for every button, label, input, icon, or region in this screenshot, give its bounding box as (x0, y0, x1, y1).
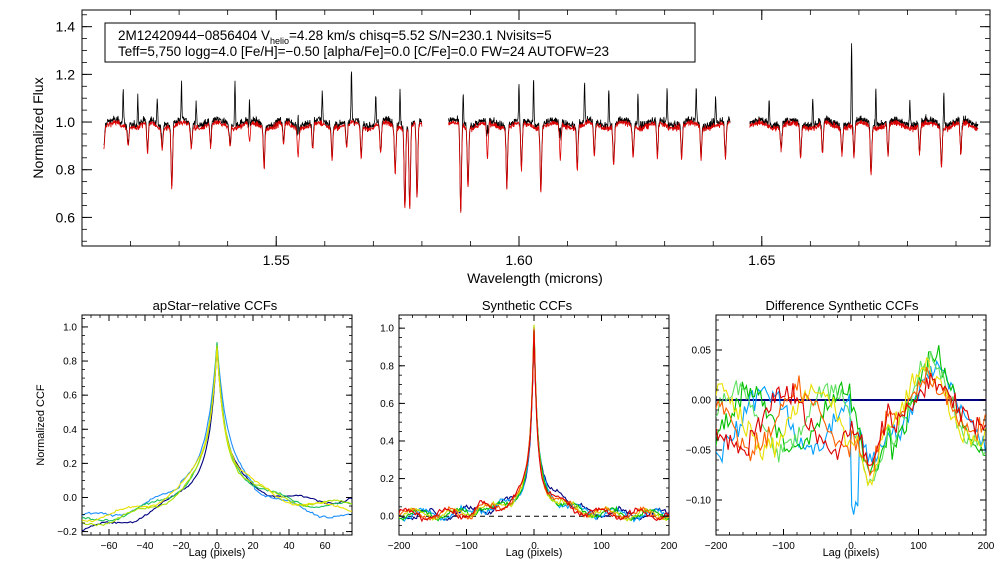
y-tick-label: 0.2 (380, 474, 394, 485)
x-tick-label: 100 (910, 541, 927, 552)
ccf-synthetic-xlabel: Lag (pixels) (506, 547, 563, 559)
ccf-synthetic-panel: Synthetic CCFs −200 −100 0 100 200 0.0 0.2 0.4 0… (380, 298, 678, 559)
x-tick-label: 0 (214, 541, 220, 552)
ccf-synthetic-line-3 (399, 325, 669, 522)
x-tick-label: 1.55 (263, 252, 290, 268)
x-tick-label: 1.65 (748, 252, 775, 268)
x-tick-label: −100 (455, 541, 478, 552)
y-tick-label: 0.4 (63, 425, 77, 436)
spectrum-ylabel: Normalized Flux (30, 77, 46, 178)
x-tick-label: 20 (247, 541, 259, 552)
ccf-apstar-series (82, 342, 352, 532)
x-tick-label: 0 (848, 541, 854, 552)
x-tick-label: −200 (388, 541, 411, 552)
y-tick-label: 0.8 (380, 361, 394, 372)
ccf-difference-xlabel: Lag (pixels) (823, 547, 880, 559)
ccf-synthetic-series (399, 324, 669, 523)
y-tick-label: 1.0 (380, 324, 394, 335)
x-tick-label: −60 (101, 541, 118, 552)
ccf-apstar-line-4 (82, 345, 352, 527)
ccf-difference-series (716, 345, 986, 515)
y-tick-label: 0.2 (63, 459, 77, 470)
ccf-apstar-line-5 (82, 348, 352, 523)
x-tick-label: −200 (705, 541, 728, 552)
x-tick-label: 40 (283, 541, 295, 552)
y-tick-label: 0.0 (63, 493, 77, 504)
y-tick-label: 0.05 (692, 346, 712, 357)
info-line-1: 2M12420944−0856404 Vhelio=4.28 km/s chis… (118, 28, 552, 46)
ccf-synthetic-axis-ticks: −200 −100 0 100 200 0.0 0.2 0.4 0.6 0.8 1.0 (380, 315, 678, 552)
ccf-apstar-axis-ticks: −60 −40 −20 0 20 40 60 −0.2 0.0 0.2 0.4 0.6 0.8 1.0 (57, 315, 353, 552)
ccf-difference-line-6 (716, 372, 986, 466)
ccf-difference-panel: Difference Synthetic CCFs −200 −100 0 100 20… (686, 298, 995, 559)
info-box (104, 22, 696, 63)
y-tick-label: 1.0 (63, 322, 77, 333)
x-tick-label: −20 (173, 541, 190, 552)
x-tick-label: 0 (531, 541, 537, 552)
y-tick-label: 1.2 (56, 66, 76, 82)
y-tick-label: −0.10 (686, 496, 712, 507)
y-tick-label: 1.0 (56, 114, 76, 130)
x-tick-label: 60 (319, 541, 331, 552)
y-tick-label: 0.4 (380, 436, 394, 447)
y-tick-label: 0.6 (63, 391, 77, 402)
ccf-synthetic-line-1 (399, 330, 669, 521)
y-tick-label: −0.05 (686, 446, 712, 457)
ccf-apstar-title: apStar−relative CCFs (153, 298, 278, 313)
ccf-apstar-line-3 (82, 342, 352, 522)
ccf-apstar-panel: apStar−relative CCFs −60 −40 −20 0 20 40 60 −0.… (35, 298, 353, 559)
y-tick-label: 0.8 (56, 162, 76, 178)
info-line-2: Teff=5,750 logg=4.0 [Fe/H]=−0.50 [alpha/… (118, 44, 609, 59)
x-tick-label: 200 (978, 541, 995, 552)
x-tick-label: 200 (661, 541, 678, 552)
ccf-apstar-line-2 (82, 343, 352, 519)
y-tick-label: 0.0 (380, 512, 394, 523)
spectrum-axis-ticks: 1.55 1.60 1.65 0.6 0.8 1.0 1.2 1.4 (56, 10, 990, 268)
ccf-synthetic-line-5 (399, 328, 669, 521)
x-tick-label: 1.60 (505, 252, 532, 268)
spectrum-xlabel: Wavelength (microns) (467, 270, 603, 286)
ccf-difference-title: Difference Synthetic CCFs (766, 298, 919, 313)
y-tick-label: 0.00 (692, 396, 712, 407)
y-tick-label: 0.8 (63, 357, 77, 368)
x-tick-label: 100 (593, 541, 610, 552)
x-tick-label: −40 (137, 541, 154, 552)
y-tick-label: 0.6 (56, 209, 76, 225)
ccf-synthetic-line-4 (399, 324, 669, 522)
y-tick-label: −0.2 (57, 527, 77, 538)
ccf-apstar-xlabel: Lag (pixels) (189, 547, 246, 559)
ccf-synthetic-line-6 (399, 330, 669, 523)
model-spectrum-line (103, 117, 979, 213)
y-tick-label: 1.4 (56, 19, 76, 35)
spectrum-clip-group (103, 43, 979, 213)
ccf-difference-line-5 (716, 366, 986, 477)
ccf-difference-axis-ticks: −200 −100 0 100 200 −0.10 −0.05 0.00 0.05 (686, 315, 995, 552)
x-tick-label: −100 (772, 541, 795, 552)
spectrum-frame (81, 9, 991, 247)
ccf-synthetic-line-2 (399, 326, 669, 523)
ccf-synthetic-title: Synthetic CCFs (482, 298, 573, 313)
y-tick-label: 0.6 (380, 399, 394, 410)
spectrum-panel: 1.55 1.60 1.65 0.6 0.8 1.0 1.2 1.4 Wavelength (… (30, 9, 991, 286)
ccf-difference-line-2 (716, 345, 986, 476)
ccf-apstar-ylabel: Normalized CCF (35, 384, 47, 466)
